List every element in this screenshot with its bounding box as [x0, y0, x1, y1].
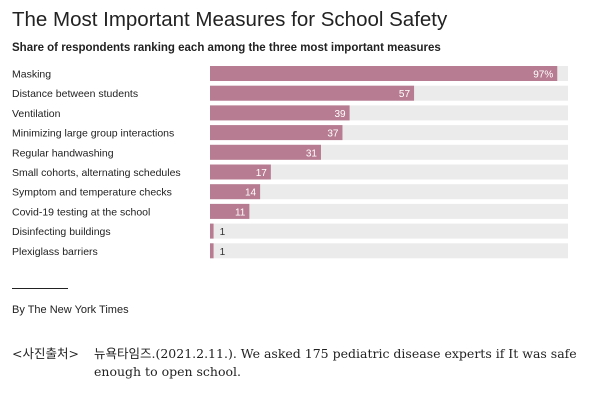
category-label-regular-handwashing: Regular handwashing [12, 147, 114, 159]
value-label-small-cohorts-alternating-schedules: 17 [256, 168, 268, 179]
value-label-ventilation: 39 [334, 109, 346, 120]
category-label-masking: Masking [12, 69, 51, 81]
chart-title: The Most Important Measures for School S… [12, 8, 448, 31]
source-credit: By The New York Times [12, 304, 129, 316]
bar-masking [210, 66, 558, 81]
value-label-symptom-and-temperature-checks: 14 [245, 188, 257, 199]
bar-track-small-cohorts-alternating-schedules [210, 164, 568, 180]
bar-minimizing-large-group-interactions [210, 125, 343, 141]
value-label-distance-between-students: 57 [399, 89, 411, 100]
bar-distance-between-students [210, 85, 415, 101]
category-label-small-cohorts-alternating-schedules: Small cohorts, alternating schedules [12, 167, 181, 179]
value-label-covid-19-testing-at-the-school: 11 [235, 207, 246, 218]
bar-regular-handwashing [210, 144, 321, 160]
bar-chart: Masking 97% Distance between students 57 Ven… [12, 66, 568, 259]
value-label-masking: 97% [533, 70, 553, 81]
value-label-regular-handwashing: 31 [306, 148, 318, 159]
bar-symptom-and-temperature-checks [210, 184, 261, 200]
bar-track-plexiglass-barriers [210, 243, 568, 259]
category-label-ventilation: Ventilation [12, 108, 61, 120]
category-label-symptom-and-temperature-checks: Symptom and temperature checks [12, 187, 172, 199]
category-label-plexiglass-barriers: Plexiglass barriers [12, 246, 98, 258]
value-label-minimizing-large-group-interactions: 37 [327, 129, 339, 140]
bar-ventilation [210, 105, 350, 121]
category-label-disinfecting-buildings: Disinfecting buildings [12, 226, 111, 238]
bar-small-cohorts-alternating-schedules [210, 164, 271, 180]
category-label-distance-between-students: Distance between students [12, 88, 138, 100]
caption-text: 뉴욕타임즈.(2021.2.11.). We asked 175 pediatr… [94, 346, 577, 379]
bar-plexiglass-barriers [210, 243, 214, 259]
value-label-plexiglass-barriers: 1 [220, 247, 226, 258]
bar-track-symptom-and-temperature-checks [210, 184, 568, 200]
value-label-disinfecting-buildings: 1 [220, 227, 226, 238]
bar-track-covid-19-testing-at-the-school [210, 203, 568, 219]
category-label-covid-19-testing-at-the-school: Covid-19 testing at the school [12, 206, 150, 218]
caption-label: <사진출처> [12, 346, 79, 361]
bar-disinfecting-buildings [210, 223, 214, 239]
category-label-minimizing-large-group-interactions: Minimizing large group interactions [12, 128, 174, 140]
chart-subtitle: Share of respondents ranking each among … [12, 42, 441, 54]
bar-covid-19-testing-at-the-school [210, 203, 250, 219]
bar-track-disinfecting-buildings [210, 223, 568, 239]
divider [12, 288, 68, 289]
